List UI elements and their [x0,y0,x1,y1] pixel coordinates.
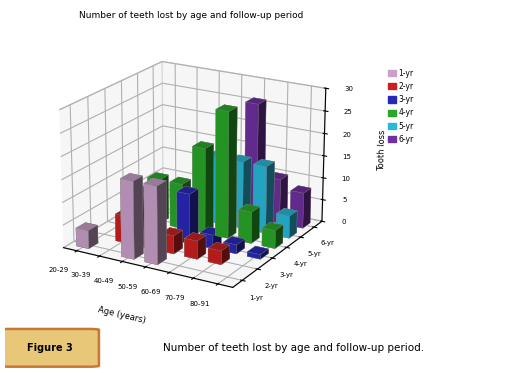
X-axis label: Age (years): Age (years) [97,305,146,326]
FancyBboxPatch shape [0,329,99,367]
Legend: 1-yr, 2-yr, 3-yr, 4-yr, 5-yr, 6-yr: 1-yr, 2-yr, 3-yr, 4-yr, 5-yr, 6-yr [386,67,415,145]
Title: Number of teeth lost by age and follow-up period: Number of teeth lost by age and follow-u… [79,11,303,20]
Text: Number of teeth lost by age and follow-up period.: Number of teeth lost by age and follow-u… [163,343,424,353]
Text: Figure 3: Figure 3 [27,343,72,353]
